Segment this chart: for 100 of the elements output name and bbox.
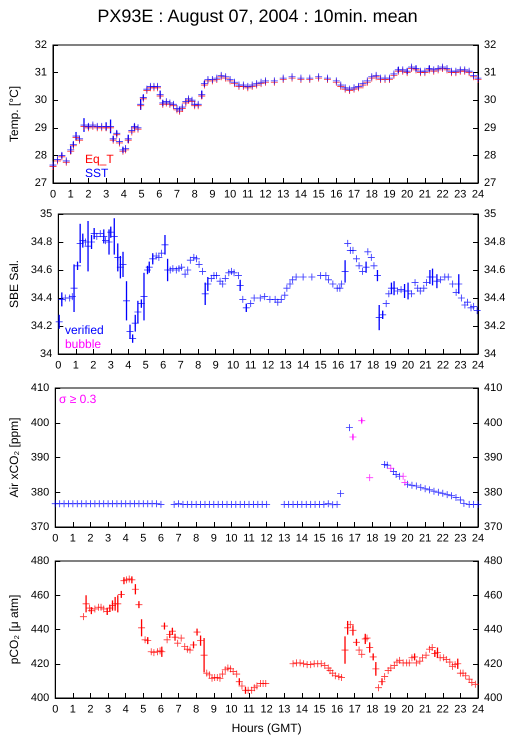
y2-tick-label: 34.2 bbox=[484, 320, 506, 332]
x-tick-label: 4 bbox=[122, 532, 129, 544]
x-tick-label: 13 bbox=[278, 532, 290, 544]
y-tick-label: 380 bbox=[30, 486, 50, 498]
x-tick-label: 4 bbox=[120, 188, 127, 200]
x-tick-label: 19 bbox=[384, 360, 397, 372]
chart-title: PX93E : August 07, 2004 : 10min. mean bbox=[97, 6, 418, 26]
x-tick-label: 7 bbox=[178, 360, 184, 372]
x-tick-label: 23 bbox=[454, 188, 466, 200]
y2-tick-label: 380 bbox=[484, 486, 502, 498]
y-tick-label: 420 bbox=[30, 658, 50, 670]
y2-tick-label: 34.6 bbox=[484, 264, 506, 276]
x-tick-label: 4 bbox=[122, 704, 129, 716]
x-tick-label: 6 bbox=[158, 704, 164, 716]
x-tick-label: 16 bbox=[330, 704, 344, 716]
x-tick-label: 17 bbox=[348, 188, 360, 200]
x-tick-label: 2 bbox=[87, 532, 94, 544]
x-tick-label: 6 bbox=[160, 360, 166, 372]
x-tick-label: 15 bbox=[314, 360, 327, 372]
x-tick-label: 22 bbox=[436, 532, 449, 544]
x-tick-label: 20 bbox=[402, 360, 414, 372]
x-tick-label: 8 bbox=[192, 188, 198, 200]
y-axis-title: Temp. [°C] bbox=[7, 86, 21, 142]
y-tick-label: 370 bbox=[30, 521, 50, 533]
y-tick-label: 27 bbox=[34, 177, 47, 189]
x-tick-label: 1 bbox=[70, 532, 76, 544]
x-tick-label: 10 bbox=[227, 360, 240, 372]
x-tick-label: 5 bbox=[138, 188, 145, 200]
x-tick-label: 7 bbox=[175, 704, 182, 716]
x-tick-label: 21 bbox=[419, 704, 432, 716]
x-tick-label: 23 bbox=[454, 704, 467, 716]
y2-tick-label: 420 bbox=[484, 658, 502, 670]
x-tick-label: 18 bbox=[366, 360, 380, 372]
x-tick-label: 11 bbox=[244, 360, 256, 372]
x-tick-label: 11 bbox=[243, 532, 255, 544]
y2-tick-label: 400 bbox=[484, 692, 502, 704]
y2-tick-label: 31 bbox=[484, 66, 496, 79]
x-tick-label: 24 bbox=[472, 188, 484, 200]
x-tick-label: 18 bbox=[366, 704, 378, 716]
y-tick-label: 460 bbox=[30, 589, 50, 602]
y2-tick-label: 35 bbox=[484, 208, 496, 220]
x-tick-label: 7 bbox=[175, 532, 182, 544]
y-tick-label: 31 bbox=[34, 66, 47, 79]
y2-tick-label: 370 bbox=[484, 521, 502, 533]
x-tick-label: 20 bbox=[401, 532, 414, 544]
x-tick-label: 1 bbox=[72, 360, 79, 372]
x-tick-label: 0 bbox=[55, 360, 62, 372]
x-tick-label: 0 bbox=[52, 532, 58, 544]
y-tick-label: 29 bbox=[34, 122, 47, 134]
y-axis-title: SBE Sal. bbox=[7, 260, 21, 308]
x-tick-label: 3 bbox=[105, 532, 112, 544]
x-axis-title: Hours (GMT) bbox=[232, 721, 302, 735]
y-tick-label: 34.4 bbox=[30, 292, 52, 304]
text: σ ≥ 0.3 bbox=[59, 392, 97, 406]
x-tick-label: 21 bbox=[418, 188, 431, 200]
x-tick-label: 22 bbox=[436, 360, 450, 372]
x-tick-label: 24 bbox=[472, 704, 484, 716]
x-tick-label: 9 bbox=[210, 532, 217, 544]
x-tick-label: 11 bbox=[243, 704, 255, 716]
x-tick-label: 2 bbox=[90, 360, 96, 372]
x-tick-label: 22 bbox=[436, 704, 449, 716]
y-tick-label: 34.8 bbox=[30, 236, 52, 248]
x-tick-label: 8 bbox=[193, 704, 200, 716]
x-tick-label: 20 bbox=[401, 704, 414, 716]
point bbox=[366, 474, 374, 482]
y2-tick-label: 34.8 bbox=[484, 236, 506, 248]
x-tick-label: 15 bbox=[313, 704, 326, 716]
y-tick-label: 440 bbox=[30, 624, 50, 636]
y2-tick-label: 34.4 bbox=[484, 292, 506, 304]
y2-tick-label: 440 bbox=[484, 624, 502, 636]
x-tick-label: 3 bbox=[108, 360, 114, 372]
x-tick-label: 5 bbox=[142, 360, 149, 372]
x-tick-label: 15 bbox=[313, 532, 326, 544]
x-tick-label: 1 bbox=[70, 704, 76, 716]
x-tick-label: 19 bbox=[384, 704, 396, 716]
y-tick-label: 390 bbox=[30, 452, 50, 464]
x-tick-label: 5 bbox=[140, 532, 146, 544]
x-tick-label: 10 bbox=[225, 704, 238, 716]
x-tick-label: 14 bbox=[296, 532, 308, 544]
x-tick-label: 22 bbox=[436, 188, 449, 200]
x-tick-label: 23 bbox=[454, 532, 467, 544]
x-tick-label: 9 bbox=[209, 188, 216, 200]
x-tick-label: 9 bbox=[210, 704, 217, 716]
y-tick-label: 35 bbox=[40, 208, 52, 220]
y2-tick-label: 34 bbox=[484, 348, 496, 360]
point bbox=[401, 479, 408, 486]
x-tick-label: 7 bbox=[174, 188, 180, 200]
x-tick-label: 17 bbox=[348, 704, 361, 716]
x-tick-label: 21 bbox=[419, 532, 432, 544]
x-tick-label: 13 bbox=[278, 704, 290, 716]
x-tick-label: 11 bbox=[242, 188, 254, 200]
y2-tick-label: 480 bbox=[484, 555, 502, 567]
y2-tick-label: 30 bbox=[484, 94, 496, 106]
y2-tick-label: 410 bbox=[484, 382, 502, 394]
x-tick-label: 14 bbox=[296, 704, 308, 716]
point bbox=[358, 417, 366, 424]
point bbox=[400, 472, 407, 480]
x-tick-label: 17 bbox=[349, 360, 362, 372]
x-tick-label: 19 bbox=[383, 188, 396, 200]
x-tick-label: 24 bbox=[472, 532, 484, 544]
